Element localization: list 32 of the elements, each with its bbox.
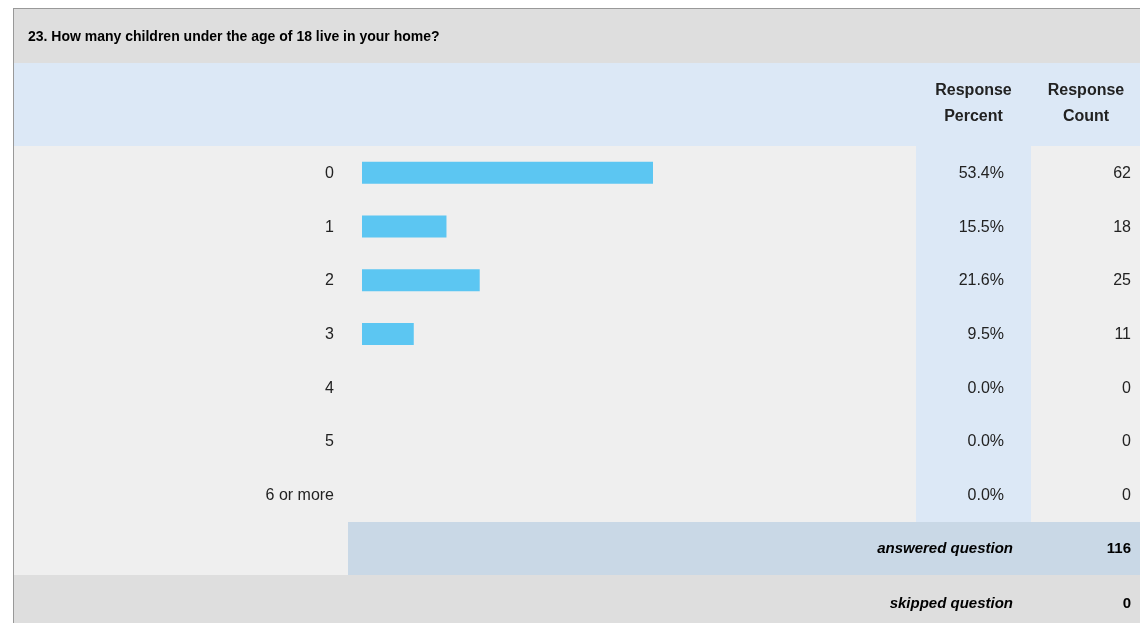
bar [362,323,414,345]
text: answered question [877,539,1013,556]
y-tick-label: 3 [325,325,335,342]
bar [362,269,480,292]
y-tick-label: 5 [325,432,335,450]
text: 0 [1122,432,1132,450]
data-label: 0.0% [967,378,1004,396]
text: 62 [1113,163,1132,181]
text: 23. How many children under the age of 18 live in your home? [14,9,1140,63]
text: skipped question [889,594,1013,611]
text: 116 [1106,539,1131,556]
text: 11 [1114,325,1132,342]
text: 0 [1122,486,1132,504]
data-label: 0.0% [967,486,1004,504]
bar [362,161,653,184]
y-tick-label: 4 [325,378,335,396]
text: 18 [1113,217,1132,235]
data-label: 53.4% [958,163,1004,181]
data-label: 21.6% [958,271,1004,289]
text: 25 [1113,271,1132,289]
text: Response Percent [934,80,1013,126]
text: 0 [1122,594,1131,611]
data-label: 15.5% [958,217,1004,235]
bar [362,215,447,238]
data-label: 9.5% [967,325,1004,342]
text: 0 [1122,378,1132,396]
y-tick-label: 1 [325,217,335,235]
data-label: 0.0% [967,432,1004,450]
y-tick-label: 2 [325,271,335,289]
y-tick-label: 6 or more [265,486,335,504]
y-tick-label: 0 [325,163,335,181]
text: Response Count [1046,80,1126,126]
